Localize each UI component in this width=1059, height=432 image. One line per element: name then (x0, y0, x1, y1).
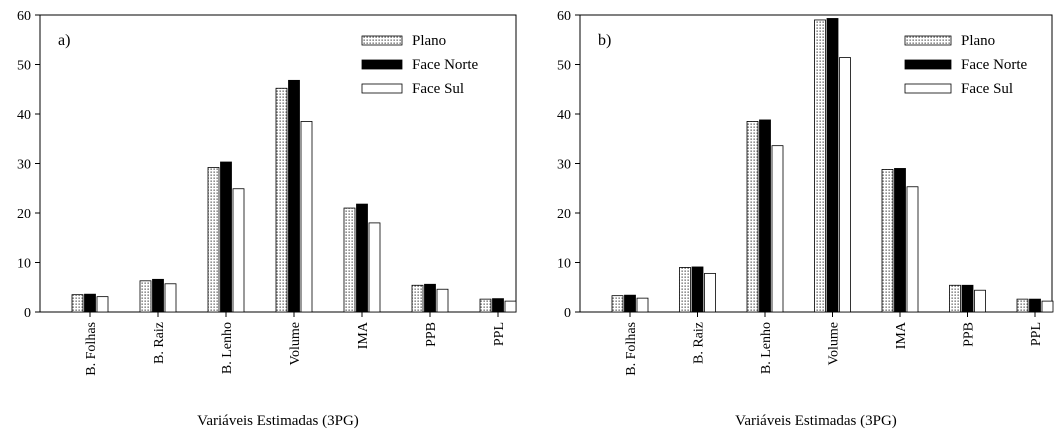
x-axis-title: Variáveis Estimadas (3PG) (735, 413, 897, 429)
y-tick-label: 40 (557, 108, 571, 123)
y-tick-label: 10 (557, 257, 571, 272)
bar-face-sul (839, 57, 851, 313)
bar-plano (479, 298, 492, 313)
x-tick-label: B. Folhas (84, 322, 99, 376)
bar-face-norte (759, 119, 771, 313)
bar-plano (1016, 298, 1029, 313)
legend-label: Face Norte (961, 57, 1028, 73)
x-tick-label: B. Raiz (692, 322, 707, 364)
panel-label: b) (598, 32, 611, 49)
y-tick-label: 20 (17, 207, 31, 222)
y-tick-label: 30 (557, 158, 571, 173)
y-tick-label: 0 (24, 306, 31, 321)
bar-face-norte (624, 294, 636, 313)
legend-label: Face Sul (961, 81, 1013, 97)
x-tick-label: IMA (356, 321, 371, 349)
y-tick-label: 10 (17, 257, 31, 272)
bar-face-sul (504, 300, 517, 313)
bar-plano (411, 284, 424, 313)
x-tick-label: B. Lenho (220, 322, 235, 374)
bar-face-sul (232, 188, 245, 313)
legend-label: Plano (412, 33, 446, 49)
legend-swatch (904, 83, 952, 94)
bar-face-sul (436, 288, 449, 313)
legend-label: Face Sul (412, 81, 464, 97)
x-tick-label: PPL (492, 322, 507, 346)
bar-plano (746, 121, 759, 313)
bar-face-norte (492, 298, 504, 313)
y-tick-label: 20 (557, 207, 571, 222)
chart-panel-a: 0 10 20 30 40 50 60 B. Folhas B. Raiz B. Lenho Vol… (17, 9, 517, 429)
bar-plano (139, 280, 152, 313)
y-tick-label: 0 (564, 306, 571, 321)
bar-face-norte (84, 293, 96, 313)
chart-panel-b: 0 10 20 30 40 50 60 B. Folhas B. Raiz B. Lenho Vol… (557, 9, 1054, 429)
legend-swatch (904, 35, 952, 46)
legend-label: Plano (961, 33, 995, 49)
legend-swatch (904, 59, 952, 70)
x-tick-label: B. Folhas (624, 322, 639, 376)
bar-face-norte (894, 168, 906, 313)
bar-face-sul (368, 222, 381, 313)
x-tick-label: PPB (424, 322, 439, 347)
bar-plano (275, 87, 288, 313)
bar-plano (949, 284, 961, 313)
bar-plano (343, 207, 356, 313)
legend-label: Face Norte (412, 57, 479, 73)
bar-face-norte (691, 266, 704, 313)
bar-face-norte (424, 283, 436, 313)
x-tick-label: B. Lenho (759, 322, 774, 374)
x-tick-label: Volume (827, 322, 842, 365)
bar-face-sul (906, 186, 919, 313)
bar-plano (881, 169, 894, 313)
bar-face-sul (164, 283, 177, 313)
bar-plano (611, 295, 624, 313)
x-tick-label: B. Raiz (152, 322, 167, 364)
y-tick-label: 50 (557, 59, 571, 74)
bar-face-sul (974, 289, 986, 313)
bar-plano (71, 294, 84, 313)
x-tick-label: IMA (894, 321, 909, 349)
bar-face-norte (826, 18, 839, 313)
x-tick-label: PPL (1029, 322, 1044, 346)
bar-plano (207, 167, 220, 313)
panel-label: a) (58, 32, 70, 49)
bar-face-sul (1041, 300, 1054, 313)
bar-face-sul (96, 296, 109, 313)
bar-face-sul (636, 297, 649, 313)
x-tick-label: PPB (962, 322, 977, 347)
bar-face-sul (771, 145, 784, 313)
bar-face-norte (356, 203, 368, 313)
bar-face-sul (300, 121, 313, 313)
bar-plano (814, 19, 826, 313)
legend-swatch (361, 83, 403, 94)
legend-swatch (361, 59, 403, 70)
y-tick-label: 60 (17, 9, 31, 24)
y-tick-label: 30 (17, 158, 31, 173)
bar-face-norte (220, 161, 232, 313)
bar-face-norte (1029, 298, 1041, 313)
y-tick-label: 50 (17, 59, 31, 74)
x-tick-label: Volume (288, 322, 303, 365)
bar-face-norte (288, 79, 300, 313)
x-axis-title: Variáveis Estimadas (3PG) (197, 413, 359, 429)
bar-face-norte (961, 284, 974, 313)
legend-swatch (361, 35, 403, 46)
y-tick-label: 60 (557, 9, 571, 24)
bar-face-norte (152, 278, 164, 313)
bar-plano (679, 267, 691, 313)
y-tick-label: 40 (17, 108, 31, 123)
bar-face-sul (704, 272, 716, 313)
